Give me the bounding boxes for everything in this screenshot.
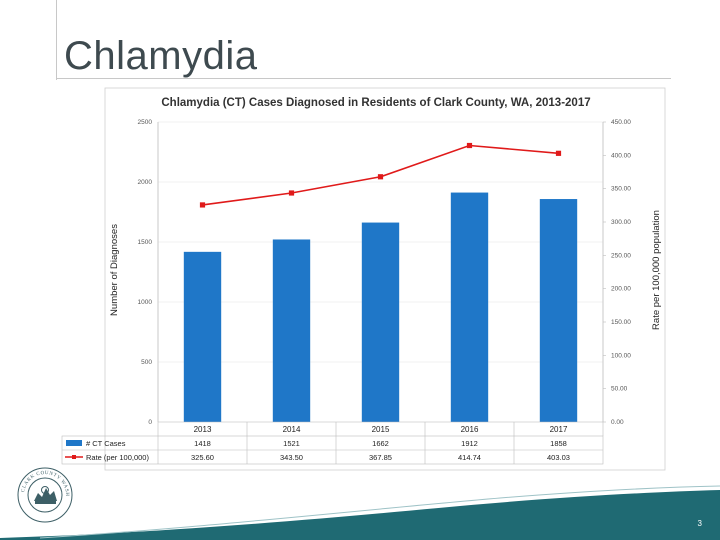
category-label: 2014 — [283, 425, 301, 434]
y-tick-label-right: 0.00 — [611, 419, 624, 426]
category-label: 2016 — [461, 425, 479, 434]
y-tick-label-right: 350.00 — [611, 186, 631, 193]
table-cell: 343.50 — [280, 453, 303, 462]
y-tick-label-right: 300.00 — [611, 219, 631, 226]
rate-line-series — [199, 142, 562, 208]
rate-point — [199, 202, 206, 208]
right-axis-ticks: 0.00 50.00 100.00 150.00 200.00 250.00 300.00 3… — [603, 119, 631, 426]
left-axis-ticks: 0 500 1000 1500 2000 2500 — [138, 119, 153, 426]
county-seal-logo: CLARK COUNTY WASHINGTON — [16, 466, 73, 523]
category-label: 2013 — [194, 425, 212, 434]
legend-label: # CT Cases — [86, 439, 126, 448]
table-cell: 1662 — [372, 439, 389, 448]
bar-series — [183, 192, 578, 422]
footer-wave-highlight — [39, 485, 720, 539]
data-table: 2013 2014 2015 2016 2017 # CT Cases 1418 1521 16… — [61, 421, 604, 465]
footer-wave-shape — [0, 490, 720, 540]
bar — [183, 251, 222, 422]
table-cell: 403.03 — [547, 453, 570, 462]
category-label: 2015 — [372, 425, 390, 434]
table-cell: 1521 — [283, 439, 300, 448]
slide-title: Chlamydia — [64, 34, 258, 78]
y-tick-label-left: 1500 — [138, 239, 153, 246]
y-axis-title-left: Number of Diagnoses — [109, 224, 120, 316]
table-cell: 367.85 — [369, 453, 392, 462]
chart-title: Chlamydia (CT) Cases Diagnosed in Reside… — [161, 97, 590, 109]
rate-point — [555, 150, 562, 156]
category-label: 2017 — [550, 425, 568, 434]
y-tick-label-right: 100.00 — [611, 352, 631, 359]
title-rule-vertical — [56, 0, 57, 80]
table-cell: 414.74 — [458, 453, 481, 462]
y-tick-label-left: 1000 — [138, 299, 153, 306]
title-rule — [56, 78, 671, 79]
rate-point — [377, 174, 384, 180]
bar — [450, 192, 489, 422]
y-tick-label-right: 400.00 — [611, 152, 631, 159]
table-cell: 325.60 — [191, 453, 214, 462]
table-cell: 1912 — [461, 439, 478, 448]
y-tick-label-right: 150.00 — [611, 319, 631, 326]
footer-band — [0, 485, 720, 540]
y-tick-label-right: 450.00 — [611, 119, 631, 126]
y-tick-label-left: 2500 — [138, 119, 153, 126]
page-number: 3 — [697, 519, 702, 528]
y-tick-label-right: 50.00 — [611, 386, 628, 393]
y-tick-label-left: 2000 — [138, 179, 153, 186]
rate-point — [288, 190, 295, 196]
y-tick-label-right: 200.00 — [611, 286, 631, 293]
bar — [539, 199, 578, 422]
y-tick-label-left: 0 — [148, 419, 152, 426]
y-axis-title-right: Rate per 100,000 population — [651, 210, 662, 330]
legend-key-bar — [66, 440, 82, 446]
table-cell: 1858 — [550, 439, 567, 448]
rate-point — [466, 142, 473, 149]
table-cell: 1418 — [194, 439, 211, 448]
bar — [361, 222, 400, 422]
chart: Chlamydia (CT) Cases Diagnosed in Reside… — [61, 87, 666, 471]
legend-key-marker — [72, 455, 76, 459]
bar — [272, 239, 311, 422]
y-tick-label-left: 500 — [141, 359, 152, 366]
legend-label: Rate (per 100,000) — [86, 453, 149, 462]
y-tick-label-right: 250.00 — [611, 252, 631, 259]
